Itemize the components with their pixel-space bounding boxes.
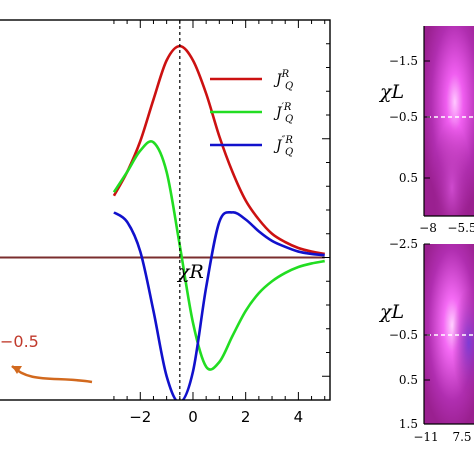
- heatmap-top-ylabel: χL: [378, 81, 404, 103]
- annotation-arrowhead: [12, 366, 22, 374]
- heatmap-bottom-ylabel: χL: [378, 301, 404, 323]
- heatmap-bottom-xtick-label: 7.5: [452, 430, 471, 444]
- series-line-3: [113, 210, 325, 400]
- heatmap-bottom-xtick-label: −11: [413, 430, 438, 444]
- curves-layer: [0, 44, 325, 400]
- heatmap-top-ytick-label: −0.5: [389, 110, 418, 124]
- annotation-label: −0.5: [0, 332, 39, 351]
- legend: JR Q J′R Q J″R Q: [210, 69, 293, 158]
- heatmap-top-secondary-glow: [424, 26, 474, 216]
- heatmap-bottom-ytick-label: 1.5: [399, 417, 418, 431]
- heatmap-top-xtick-label: −5.5: [447, 221, 474, 235]
- heatmap-top-ytick-label: 0.5: [399, 171, 418, 185]
- heatmap-bottom-blue-glow: [424, 244, 474, 424]
- heatmap-bottom-ytick-label: −0.5: [389, 328, 418, 342]
- axis-label-chi-r: χR: [176, 261, 204, 283]
- annotation-arrow: [11, 365, 93, 384]
- heatmap-top-xtick-label: −8: [419, 221, 437, 235]
- heatmap-bottom: −2.5 −0.5 0.5 1.5 −11 7.5 χL: [378, 237, 474, 444]
- x-tick-label: 4: [294, 408, 304, 426]
- heatmap-bottom-ytick-label: −2.5: [389, 237, 418, 251]
- series-line-2: [112, 140, 325, 371]
- x-tick-labels: −2 0 2 4: [129, 408, 303, 426]
- x-tick-label: −2: [129, 408, 151, 426]
- legend-label-3: J″R Q: [273, 135, 293, 158]
- main-plot: −2 0 2 4 χR JR Q J′R Q J″R Q −0.5: [0, 19, 331, 426]
- series-line-1: [112, 44, 325, 256]
- legend-label-1: JR Q: [273, 69, 293, 92]
- y-ticks: [322, 43, 330, 377]
- x-tick-label: 0: [188, 408, 198, 426]
- heatmap-top-ytick-label: −1.5: [389, 54, 418, 68]
- x-ticks: [113, 20, 326, 400]
- heatmap-bottom-ytick-label: 0.5: [399, 373, 418, 387]
- heatmap-top: −1.5 −0.5 0.5 −8 −5.5 χL: [378, 26, 474, 235]
- legend-label-2: J′R Q: [273, 102, 293, 125]
- x-tick-label: 2: [241, 408, 251, 426]
